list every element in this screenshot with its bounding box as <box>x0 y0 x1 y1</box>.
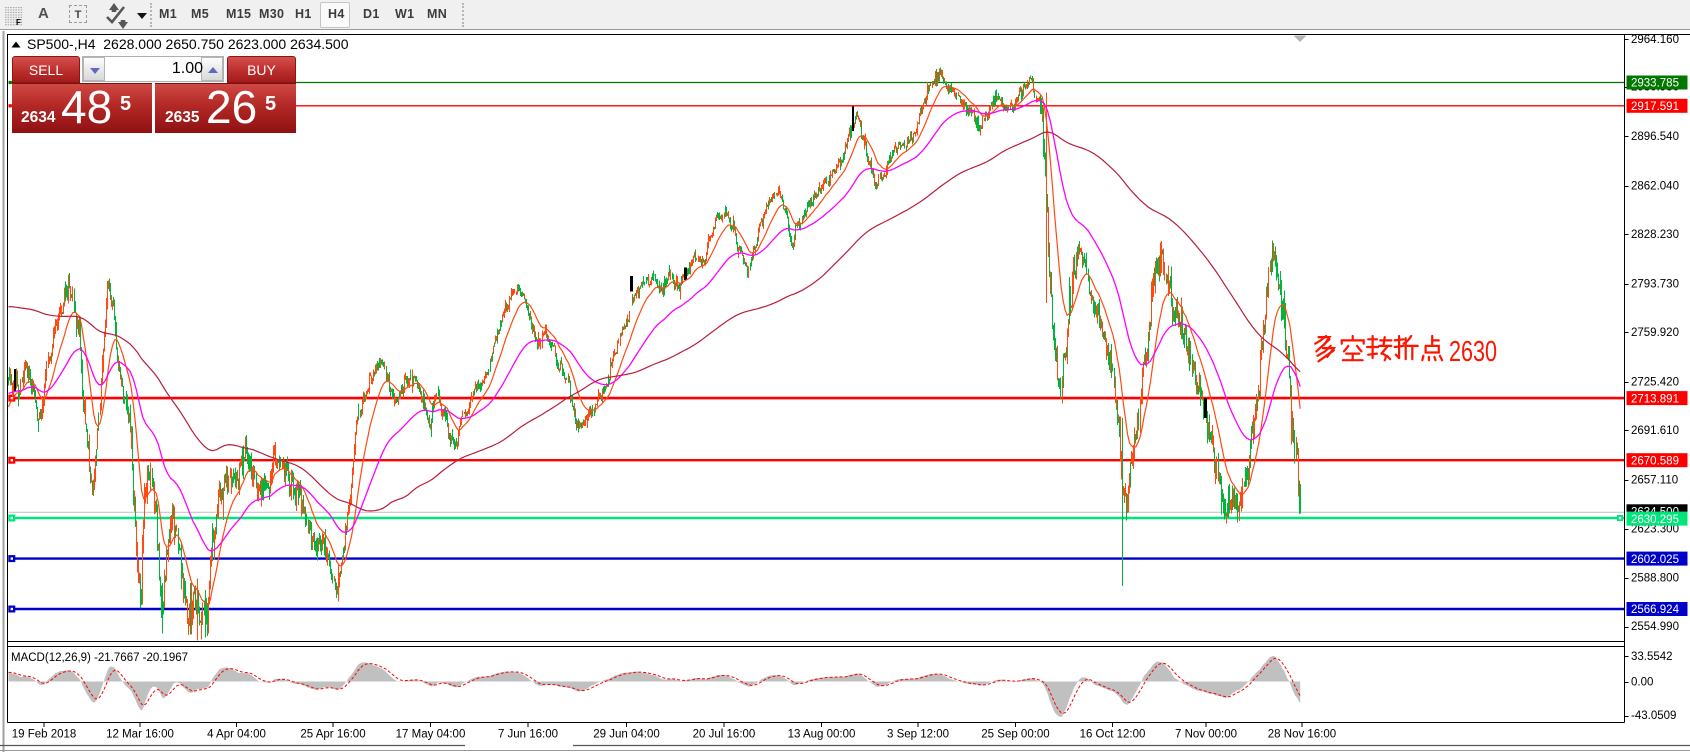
svg-text:25 Sep 00:00: 25 Sep 00:00 <box>981 729 1049 741</box>
svg-text:20 Jul 16:00: 20 Jul 16:00 <box>693 729 756 741</box>
svg-text:16 Oct 12:00: 16 Oct 12:00 <box>1080 729 1146 741</box>
svg-text:2713.891: 2713.891 <box>1631 393 1679 405</box>
svg-text:17 May 04:00: 17 May 04:00 <box>396 729 466 741</box>
svg-text:2630: 2630 <box>1449 336 1497 368</box>
svg-text:2670.589: 2670.589 <box>1631 455 1679 467</box>
svg-text:25 Apr 16:00: 25 Apr 16:00 <box>300 729 365 741</box>
svg-text:3 Sep 12:00: 3 Sep 12:00 <box>887 729 949 741</box>
svg-text:2691.610: 2691.610 <box>1631 425 1679 437</box>
svg-text:2588.800: 2588.800 <box>1631 573 1679 585</box>
svg-text:-43.0509: -43.0509 <box>1631 710 1676 722</box>
svg-text:7 Jun 16:00: 7 Jun 16:00 <box>498 729 558 741</box>
svg-text:2554.990: 2554.990 <box>1631 621 1679 633</box>
svg-text:F: F <box>16 18 21 27</box>
svg-text:13 Aug 00:00: 13 Aug 00:00 <box>788 729 856 741</box>
svg-text:SP500-,H4 2628.000 2650.750 2: SP500-,H4 2628.000 2650.750 2623.000 263… <box>27 36 349 52</box>
svg-text:2623.300: 2623.300 <box>1631 524 1679 536</box>
svg-text:29 Jun 04:00: 29 Jun 04:00 <box>593 729 660 741</box>
svg-text:4 Apr 04:00: 4 Apr 04:00 <box>207 729 266 741</box>
svg-text:28 Nov 16:00: 28 Nov 16:00 <box>1268 729 1336 741</box>
svg-text:2793.730: 2793.730 <box>1631 279 1679 291</box>
svg-text:19 Feb 2018: 19 Feb 2018 <box>12 729 77 741</box>
svg-text:2862.040: 2862.040 <box>1631 180 1679 192</box>
svg-text:7 Nov 00:00: 7 Nov 00:00 <box>1175 729 1237 741</box>
svg-text:2933.785: 2933.785 <box>1631 78 1679 90</box>
svg-text:2566.924: 2566.924 <box>1631 604 1680 616</box>
svg-text:MACD(12,26,9) -21.7667 -20.196: MACD(12,26,9) -21.7667 -20.1967 <box>11 652 188 664</box>
svg-text:2657.110: 2657.110 <box>1631 474 1678 486</box>
svg-text:2630.295: 2630.295 <box>1631 514 1679 526</box>
svg-text:2964.160: 2964.160 <box>1631 34 1679 46</box>
svg-text:0.00: 0.00 <box>1631 677 1653 689</box>
svg-text:2917.591: 2917.591 <box>1631 101 1679 113</box>
svg-text:2602.025: 2602.025 <box>1631 554 1679 566</box>
svg-text:33.5542: 33.5542 <box>1631 651 1673 663</box>
svg-text:2828.230: 2828.230 <box>1631 229 1679 241</box>
svg-text:12 Mar 16:00: 12 Mar 16:00 <box>106 729 174 741</box>
svg-text:2896.540: 2896.540 <box>1631 131 1679 143</box>
svg-text:2759.920: 2759.920 <box>1631 327 1679 339</box>
svg-text:2725.420: 2725.420 <box>1631 377 1679 389</box>
